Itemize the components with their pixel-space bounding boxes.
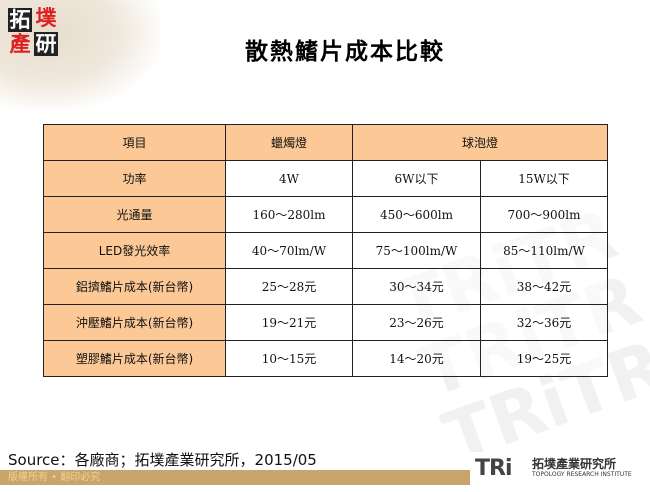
brand-name-en: TOPOLOGY RESEARCH INSTITUTE xyxy=(532,471,632,478)
header-cell: 球泡燈 xyxy=(352,124,608,161)
table-header-row: 項目 蠟燭燈 球泡燈 xyxy=(43,124,608,161)
table-cell: 32～36元 xyxy=(480,304,608,341)
table-cell: 10～15元 xyxy=(225,340,353,377)
table-cell: 450～600lm xyxy=(352,196,481,233)
row-label: 沖壓鰭片成本(新台幣) xyxy=(43,304,226,341)
logo-char: 產 xyxy=(9,32,31,56)
tri-mark: TRi xyxy=(475,456,512,481)
table-row: 鋁擠鰭片成本(新台幣) 25～28元 30～34元 38～42元 xyxy=(43,268,608,305)
slide-title: 散熱鰭片成本比較 xyxy=(245,38,445,65)
header-cell: 蠟燭燈 xyxy=(225,124,353,161)
table-cell: 6W以下 xyxy=(352,160,481,197)
row-label: 鋁擠鰭片成本(新台幣) xyxy=(43,268,226,305)
table-cell: 160～280lm xyxy=(225,196,353,233)
copyright-text: 版權所有 • 翻印必究 xyxy=(8,472,101,483)
table-cell: 25～28元 xyxy=(225,268,353,305)
table-row: 沖壓鰭片成本(新台幣) 19～21元 23～26元 32～36元 xyxy=(43,304,608,341)
table-row: 塑膠鰭片成本(新台幣) 10～15元 14～20元 19～25元 xyxy=(43,340,608,377)
cost-comparison-table: 項目 蠟燭燈 球泡燈 功率 4W 6W以下 15W以下 光通量 160～280lm 450～… xyxy=(43,124,608,377)
table-cell: 700～900lm xyxy=(480,196,608,233)
table-cell: 85～110lm/W xyxy=(480,232,608,269)
table-cell: 23～26元 xyxy=(352,304,481,341)
table-cell: 40～70lm/W xyxy=(225,232,353,269)
source-note: Source：各廠商；拓墣產業研究所，2015/05 xyxy=(8,451,317,469)
table-cell: 75～100lm/W xyxy=(352,232,481,269)
row-label: 光通量 xyxy=(43,196,226,233)
brand-logo: TRi 拓墣產業研究所 TOPOLOGY RESEARCH INSTITUTE xyxy=(470,452,650,485)
table-cell: 15W以下 xyxy=(480,160,608,197)
header-cell: 項目 xyxy=(43,124,226,161)
logo-char: 拓 xyxy=(8,8,32,32)
table-row: 光通量 160～280lm 450～600lm 700～900lm xyxy=(43,196,608,233)
table-row: LED發光效率 40～70lm/W 75～100lm/W 85～110lm/W xyxy=(43,232,608,269)
row-label: LED發光效率 xyxy=(43,232,226,269)
row-label: 功率 xyxy=(43,160,226,197)
logo: 拓 墣 產 研 xyxy=(8,6,62,56)
brand-name-cn: 拓墣產業研究所 xyxy=(532,457,617,471)
table-cell: 14～20元 xyxy=(352,340,481,377)
table-cell: 19～25元 xyxy=(480,340,608,377)
table-cell: 38～42元 xyxy=(480,268,608,305)
logo-char: 墣 xyxy=(35,6,57,30)
logo-char: 研 xyxy=(34,32,58,56)
row-label: 塑膠鰭片成本(新台幣) xyxy=(43,340,226,377)
table-cell: 19～21元 xyxy=(225,304,353,341)
table-row: 功率 4W 6W以下 15W以下 xyxy=(43,160,608,197)
table-cell: 30～34元 xyxy=(352,268,481,305)
table-cell: 4W xyxy=(225,160,353,197)
